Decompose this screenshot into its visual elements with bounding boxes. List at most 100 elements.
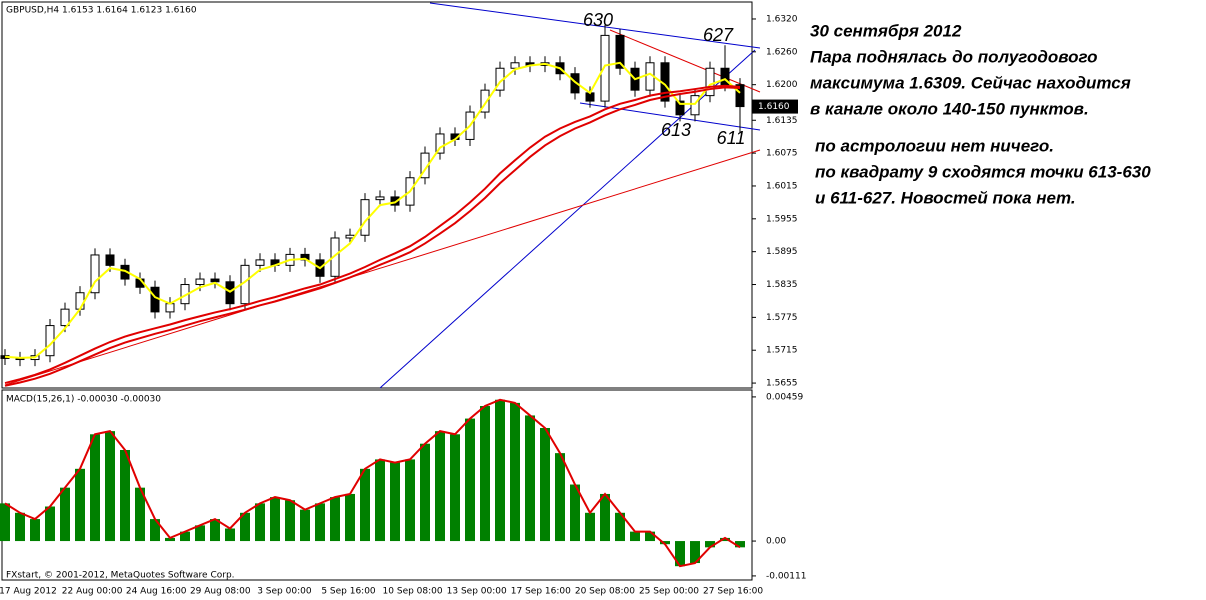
moving-average [4, 84, 741, 385]
macd-bar [405, 459, 415, 542]
macd-bar [165, 537, 175, 542]
note-line: по астрологии нет ничего. [815, 136, 1054, 155]
copyright: FXstart, © 2001-2012, MetaQuotes Softwar… [6, 571, 235, 581]
y-tick-label: 1.6075 [766, 149, 798, 159]
note-line: 30 сентября 2012 [810, 21, 962, 40]
candle-body [165, 303, 175, 313]
macd-bar [135, 487, 145, 542]
macd-bar [555, 453, 565, 542]
macd-bar [435, 431, 445, 542]
macd-bar [45, 506, 55, 542]
macd-bar [450, 434, 460, 542]
candle-body [615, 34, 625, 69]
candle-body [435, 133, 445, 154]
macd-bar [210, 519, 220, 542]
note-line: Пара поднялась до полугодового [810, 47, 1097, 66]
macd-bar [360, 468, 370, 542]
macd-bar [525, 415, 535, 542]
x-tick-label: 27 Sep 16:00 [703, 587, 763, 597]
candle-body [675, 100, 685, 116]
y-tick-label: 0.00459 [766, 392, 803, 402]
price-tag [752, 99, 798, 114]
candle-body [480, 89, 490, 113]
x-tick-label: 25 Sep 00:00 [639, 587, 699, 597]
candle-body [510, 62, 520, 69]
macd-bar [195, 525, 205, 542]
y-tick-label: 1.6015 [766, 181, 798, 191]
x-tick-label: 29 Aug 08:00 [190, 587, 251, 597]
x-tick-label: 3 Sep 00:00 [257, 587, 312, 597]
macd-bar [15, 512, 25, 542]
candle-body [705, 67, 715, 97]
macd-bar [585, 512, 595, 542]
price-panel [1, 1, 753, 389]
annotation: 627 [703, 25, 734, 45]
candle-body [150, 286, 160, 313]
macd-bar [30, 519, 40, 542]
y-tick-label: 1.6260 [766, 47, 798, 57]
macd-header: MACD(15,26,1) -0.00030 -0.00030 [6, 395, 161, 405]
x-tick-label: 17 Sep 16:00 [511, 587, 571, 597]
candle-body [390, 196, 400, 206]
macd-bar [120, 449, 130, 542]
candle-body [735, 84, 745, 108]
macd-bar [420, 443, 430, 542]
macd-bar [600, 493, 610, 542]
macd-bar [390, 462, 400, 542]
trend-line [4, 149, 761, 386]
macd-bar [75, 468, 85, 542]
macd-bar [480, 406, 490, 542]
candle-body [690, 95, 700, 116]
y-tick-label: 0.00 [766, 537, 786, 547]
macd-bar [255, 503, 265, 542]
y-tick-label: 1.5955 [766, 214, 798, 224]
moving-average [4, 86, 741, 387]
y-tick-label: 1.6135 [766, 116, 798, 126]
macd-bar [615, 512, 625, 542]
chart-header: GBPUSD,H4 1.6153 1.6164 1.6123 1.6160 [6, 6, 197, 16]
macd-bar [0, 503, 10, 542]
macd-bar [285, 500, 295, 542]
plot [0, 24, 745, 568]
annotation: 630 [583, 10, 613, 30]
macd-bar [540, 428, 550, 542]
candle-body [375, 196, 385, 201]
macd-signal-line [4, 398, 741, 568]
candle-body [90, 254, 100, 294]
macd-bar [330, 497, 340, 542]
y-tick-label: 1.5775 [766, 313, 798, 323]
trend-line [609, 29, 761, 93]
note-line: в канале около 140-150 пунктов. [810, 99, 1089, 118]
x-tick-label: 24 Aug 16:00 [126, 587, 187, 597]
x-tick-label: 22 Aug 00:00 [62, 587, 123, 597]
candle-body [255, 259, 265, 266]
candle-body [330, 237, 340, 277]
macd-bar [375, 459, 385, 542]
candle-body [600, 34, 610, 102]
macd-bar [645, 531, 655, 542]
candle-body [195, 278, 205, 286]
candle-body [210, 278, 220, 283]
candle-body [75, 292, 85, 310]
macd-bar [495, 399, 505, 542]
x-tick-label: 5 Sep 16:00 [321, 587, 376, 597]
y-tick-label: 1.5895 [766, 247, 798, 257]
x-tick-label: 20 Sep 08:00 [575, 587, 635, 597]
candle-body [105, 254, 115, 266]
moving-average [4, 61, 741, 359]
price-tag-label: 1.6160 [758, 102, 790, 112]
annotation: 613 [661, 120, 691, 140]
macd-bar [675, 541, 685, 567]
macd-bar [570, 484, 580, 542]
y-tick-label: -0.00111 [766, 571, 806, 581]
note-line: максимума 1.6309. Сейчас находится [810, 73, 1131, 92]
candle-body [720, 67, 730, 86]
y-tick-label: 1.6320 [766, 14, 798, 24]
note-line: и 611-627. Новостей пока нет. [815, 188, 1076, 207]
macd-bar [240, 512, 250, 542]
macd-bar [270, 497, 280, 542]
macd-bar [60, 487, 70, 542]
macd-bar [315, 503, 325, 542]
